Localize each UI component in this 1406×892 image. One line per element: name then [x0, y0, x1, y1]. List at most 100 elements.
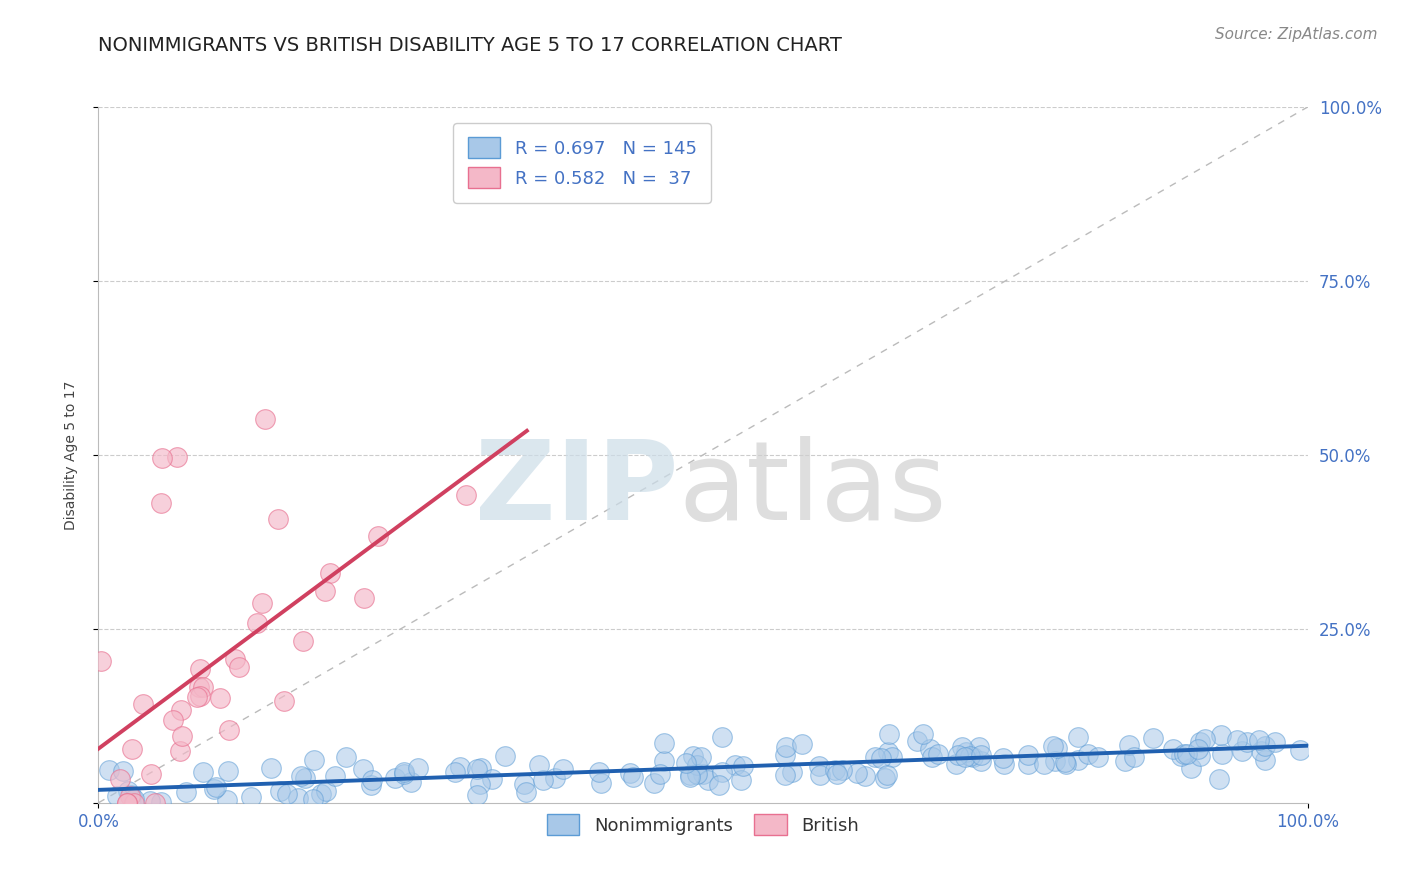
- Point: [773, 767, 796, 781]
- Point: [1017, 747, 1039, 762]
- Point: [650, 767, 672, 781]
- Point: [120, 789, 142, 803]
- Point: [643, 775, 665, 789]
- Point: [191, 764, 214, 779]
- Point: [589, 776, 612, 790]
- Point: [1032, 756, 1054, 771]
- Point: [188, 662, 211, 676]
- Point: [512, 777, 534, 791]
- Point: [1054, 755, 1077, 769]
- Point: [115, 796, 138, 810]
- Point: [853, 769, 876, 783]
- Point: [112, 764, 135, 778]
- Point: [679, 770, 702, 784]
- Point: [449, 759, 471, 773]
- Point: [392, 766, 415, 780]
- Point: [515, 785, 537, 799]
- Point: [1187, 741, 1209, 756]
- Point: [150, 795, 173, 809]
- Point: [692, 766, 714, 780]
- Point: [730, 773, 752, 788]
- Point: [367, 529, 389, 543]
- Point: [319, 566, 342, 580]
- Point: [686, 758, 709, 772]
- Point: [494, 749, 516, 764]
- Point: [1042, 739, 1064, 753]
- Point: [204, 781, 226, 796]
- Point: [1043, 754, 1066, 768]
- Point: [527, 758, 550, 772]
- Point: [217, 764, 239, 779]
- Point: [290, 769, 312, 783]
- Point: [686, 766, 709, 780]
- Point: [294, 771, 316, 785]
- Point: [124, 796, 146, 810]
- Point: [991, 751, 1014, 765]
- Point: [139, 794, 162, 808]
- Point: [967, 740, 990, 755]
- Point: [291, 633, 314, 648]
- Point: [139, 767, 162, 781]
- Point: [959, 749, 981, 764]
- Point: [481, 772, 503, 786]
- Point: [882, 749, 904, 764]
- Y-axis label: Disability Age 5 to 17: Disability Age 5 to 17: [63, 380, 77, 530]
- Point: [948, 748, 970, 763]
- Point: [205, 780, 228, 795]
- Point: [1087, 749, 1109, 764]
- Point: [1054, 757, 1077, 772]
- Point: [273, 694, 295, 708]
- Point: [1123, 750, 1146, 764]
- Point: [302, 753, 325, 767]
- Point: [353, 591, 375, 605]
- Point: [921, 750, 943, 764]
- Point: [870, 751, 893, 765]
- Point: [260, 761, 283, 775]
- Point: [465, 788, 488, 802]
- Point: [335, 749, 357, 764]
- Point: [456, 488, 478, 502]
- Point: [875, 772, 897, 786]
- Point: [166, 450, 188, 464]
- Point: [314, 583, 336, 598]
- Point: [1226, 732, 1249, 747]
- Point: [1289, 743, 1312, 757]
- Point: [108, 772, 131, 786]
- Point: [208, 690, 231, 705]
- Point: [588, 765, 610, 780]
- Point: [775, 739, 797, 754]
- Point: [654, 736, 676, 750]
- Point: [169, 744, 191, 758]
- Point: [825, 766, 848, 780]
- Point: [808, 768, 831, 782]
- Point: [679, 768, 702, 782]
- Point: [955, 745, 977, 759]
- Point: [1161, 742, 1184, 756]
- Point: [124, 791, 146, 805]
- Point: [117, 784, 139, 798]
- Point: [1188, 749, 1211, 764]
- Point: [696, 772, 718, 787]
- Point: [927, 747, 949, 762]
- Point: [162, 714, 184, 728]
- Point: [465, 762, 488, 776]
- Point: [1189, 735, 1212, 749]
- Point: [170, 703, 193, 717]
- Point: [970, 754, 993, 768]
- Point: [1247, 732, 1270, 747]
- Point: [120, 789, 142, 803]
- Point: [865, 750, 887, 764]
- Point: [105, 789, 128, 804]
- Point: [1118, 738, 1140, 752]
- Point: [1114, 754, 1136, 768]
- Point: [239, 789, 262, 804]
- Point: [1170, 748, 1192, 763]
- Point: [877, 745, 900, 759]
- Point: [1253, 753, 1275, 767]
- Point: [905, 734, 928, 748]
- Point: [1180, 761, 1202, 775]
- Point: [392, 765, 415, 780]
- Point: [287, 791, 309, 805]
- Text: Source: ZipAtlas.com: Source: ZipAtlas.com: [1215, 27, 1378, 42]
- Point: [315, 783, 337, 797]
